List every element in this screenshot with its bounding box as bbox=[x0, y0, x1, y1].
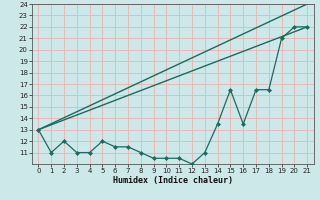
X-axis label: Humidex (Indice chaleur): Humidex (Indice chaleur) bbox=[113, 176, 233, 185]
